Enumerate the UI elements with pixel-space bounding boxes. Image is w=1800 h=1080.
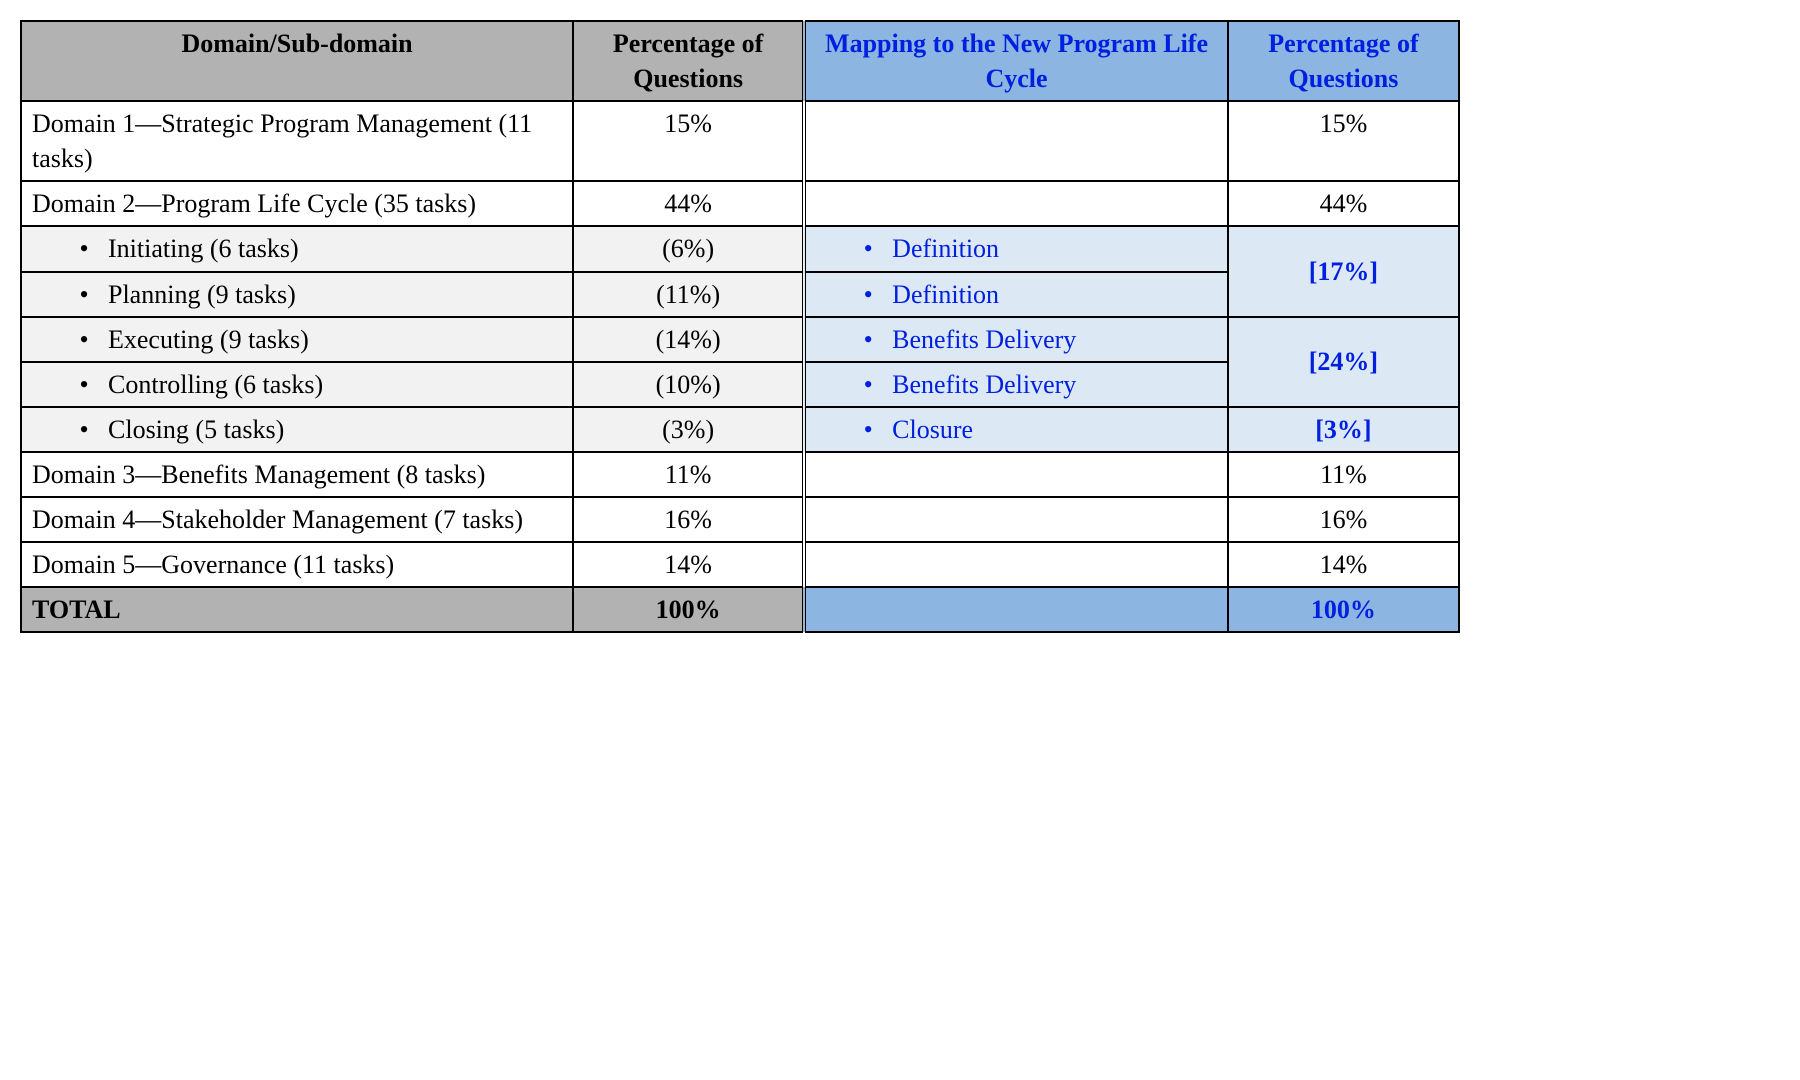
cell-map (804, 497, 1228, 542)
cell-pct2: 100% (1228, 587, 1459, 632)
row-domain-1: Domain 1—Strategic Program Management (1… (21, 101, 1459, 181)
header-mapping: Mapping to the New Program Life Cycle (804, 21, 1228, 101)
cell-pct1: (6%) (573, 226, 804, 271)
domain-mapping-table: Domain/Sub-domain Percentage of Question… (20, 20, 1460, 633)
cell-domain: Controlling (6 tasks) (21, 362, 573, 407)
cell-pct1: (3%) (573, 407, 804, 452)
cell-map: Definition (804, 272, 1228, 317)
cell-domain: TOTAL (21, 587, 573, 632)
row-sub-executing: Executing (9 tasks) (14%) Benefits Deliv… (21, 317, 1459, 362)
header-pct1: Percentage of Questions (573, 21, 804, 101)
row-sub-initiating: Initiating (6 tasks) (6%) Definition [17… (21, 226, 1459, 271)
row-domain-2: Domain 2—Program Life Cycle (35 tasks) 4… (21, 181, 1459, 226)
cell-pct2: 16% (1228, 497, 1459, 542)
row-sub-closing: Closing (5 tasks) (3%) Closure [3%] (21, 407, 1459, 452)
cell-map: Benefits Delivery (804, 317, 1228, 362)
cell-domain: Planning (9 tasks) (21, 272, 573, 317)
cell-pct1: (11%) (573, 272, 804, 317)
cell-map: Benefits Delivery (804, 362, 1228, 407)
table-header-row: Domain/Sub-domain Percentage of Question… (21, 21, 1459, 101)
cell-pct2: 15% (1228, 101, 1459, 181)
group-b-value: [24%] (1309, 347, 1378, 376)
cell-pct1: 100% (573, 587, 804, 632)
row-domain-4: Domain 4—Stakeholder Management (7 tasks… (21, 497, 1459, 542)
row-domain-3: Domain 3—Benefits Management (8 tasks) 1… (21, 452, 1459, 497)
cell-map (804, 542, 1228, 587)
cell-domain: Executing (9 tasks) (21, 317, 573, 362)
header-domain: Domain/Sub-domain (21, 21, 573, 101)
cell-pct2-group-a: [17%] (1228, 226, 1459, 316)
cell-domain: Domain 4—Stakeholder Management (7 tasks… (21, 497, 573, 542)
cell-pct1: 44% (573, 181, 804, 226)
cell-domain: Domain 3—Benefits Management (8 tasks) (21, 452, 573, 497)
cell-pct2: 11% (1228, 452, 1459, 497)
cell-map (804, 452, 1228, 497)
header-pct2: Percentage of Questions (1228, 21, 1459, 101)
cell-pct2: 44% (1228, 181, 1459, 226)
cell-map (804, 101, 1228, 181)
cell-map: Definition (804, 226, 1228, 271)
cell-domain: Initiating (6 tasks) (21, 226, 573, 271)
cell-pct2: [3%] (1228, 407, 1459, 452)
cell-map (804, 181, 1228, 226)
cell-pct2-group-b: [24%] (1228, 317, 1459, 407)
cell-domain: Domain 1—Strategic Program Management (1… (21, 101, 573, 181)
cell-pct2: 14% (1228, 542, 1459, 587)
cell-map (804, 587, 1228, 632)
cell-pct1: 16% (573, 497, 804, 542)
cell-map: Closure (804, 407, 1228, 452)
group-a-value: [17%] (1309, 257, 1378, 286)
closing-pct2-value: [3%] (1315, 415, 1371, 444)
cell-pct1: (14%) (573, 317, 804, 362)
row-total: TOTAL 100% 100% (21, 587, 1459, 632)
cell-pct1: 14% (573, 542, 804, 587)
cell-pct1: 15% (573, 101, 804, 181)
cell-pct1: (10%) (573, 362, 804, 407)
row-domain-5: Domain 5—Governance (11 tasks) 14% 14% (21, 542, 1459, 587)
cell-pct1: 11% (573, 452, 804, 497)
cell-domain: Domain 5—Governance (11 tasks) (21, 542, 573, 587)
cell-domain: Domain 2—Program Life Cycle (35 tasks) (21, 181, 573, 226)
cell-domain: Closing (5 tasks) (21, 407, 573, 452)
